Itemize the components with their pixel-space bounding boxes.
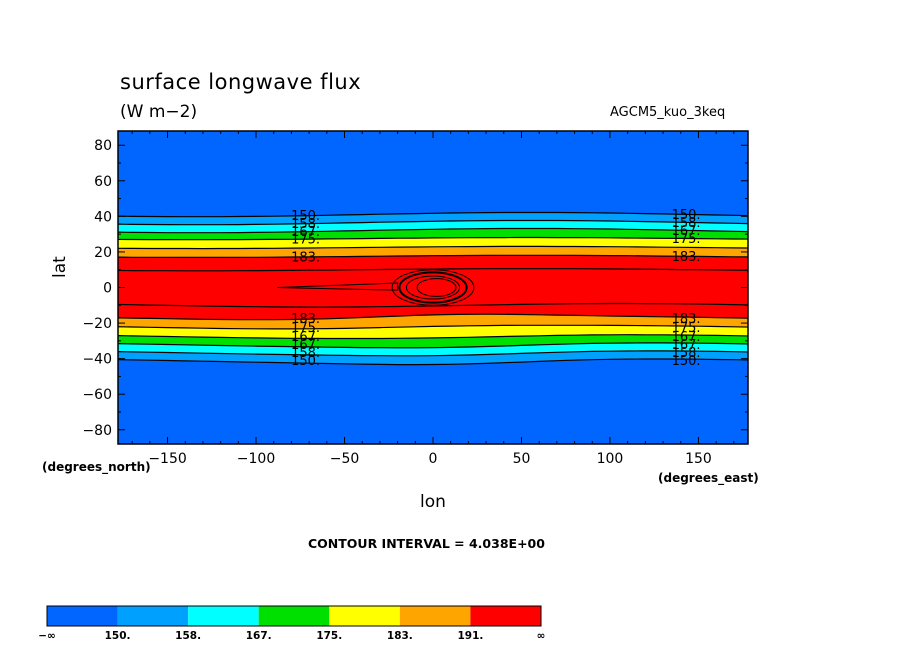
colorbar-swatch <box>188 606 259 626</box>
contour-max-inner-2 <box>416 278 457 297</box>
colorbar-label: 183. <box>387 630 413 642</box>
contour-line-south <box>118 358 748 366</box>
colorbar-frame <box>46 605 542 627</box>
x-tick-label: 100 <box>597 451 624 467</box>
contour-label-south: 167. <box>291 338 320 353</box>
y-axis-label: lat <box>50 256 70 278</box>
colorbar-label: −∞ <box>38 630 56 642</box>
y-tick-label: −40 <box>82 352 112 368</box>
contour-line-north <box>118 268 748 272</box>
contour-label-north: 183. <box>672 250 701 265</box>
colorbar-label: 158. <box>175 630 201 642</box>
colorbar-label: 150. <box>105 630 131 642</box>
contour-label-south: 167. <box>672 330 701 345</box>
contour-label-south: 167. <box>291 330 320 345</box>
contour-max-outer <box>391 269 475 306</box>
contour-label-north: 150. <box>291 209 320 224</box>
y-units-label: (degrees_north) <box>42 460 151 474</box>
contour-line-south <box>118 334 748 340</box>
colorbar-swatch <box>470 606 541 626</box>
contour-label-south: 175. <box>672 321 701 336</box>
colorbar-label: ∞ <box>537 630 546 642</box>
contour-line-south <box>118 302 748 308</box>
contour-label-south: 183. <box>672 312 701 327</box>
y-tick-label: 20 <box>94 245 112 261</box>
contour-max-red <box>398 271 468 304</box>
contour-line-north <box>118 219 748 226</box>
y-tick-label: −60 <box>82 387 112 403</box>
units-label: (W m−2) <box>120 102 198 122</box>
contour-max-inner-1 <box>405 275 461 300</box>
contour-label-north: 167. <box>291 225 320 240</box>
x-tick-label: 0 <box>429 451 438 467</box>
contour-interval: CONTOUR INTERVAL = 4.038E+00 <box>308 536 545 551</box>
contour-label-south: 158. <box>291 346 320 361</box>
colorbar-label: 191. <box>457 630 483 642</box>
y-tick-label: 0 <box>103 281 112 297</box>
y-tick-label: 40 <box>94 209 112 225</box>
contour-label-south: 167. <box>672 338 701 353</box>
y-tick-label: 80 <box>94 138 112 154</box>
x-units-label: (degrees_east) <box>658 471 759 485</box>
colorbar-swatch <box>47 606 118 626</box>
dataset-label: AGCM5_kuo_3keq <box>610 105 726 120</box>
chart-title: surface longwave flux <box>120 70 362 94</box>
y-tick-label: 60 <box>94 174 112 190</box>
colorbar-swatch <box>329 606 400 626</box>
x-tick-label: −150 <box>148 451 186 467</box>
contour-label-south: 158. <box>672 346 701 361</box>
contour-line-north <box>118 254 748 258</box>
contour-line-north <box>118 227 748 234</box>
contour-label-north: 150. <box>672 208 701 223</box>
colorbar-swatch <box>399 606 471 626</box>
x-tick-label: −50 <box>330 451 360 467</box>
contour-line-south <box>118 342 748 349</box>
colorbar-swatch <box>117 606 189 626</box>
contour-line-north <box>118 211 748 218</box>
colorbar-swatch <box>258 606 330 626</box>
contour-tongue <box>277 282 399 291</box>
contour-label-south: 150. <box>672 354 701 369</box>
y-tick-label: −20 <box>82 316 112 332</box>
contour-label-north: 175. <box>291 233 320 248</box>
contour-line-south <box>118 324 748 330</box>
contour-label-north: 158. <box>672 216 701 231</box>
contour-label-south: 183. <box>291 312 320 327</box>
y-tick-label: −80 <box>82 423 112 439</box>
contour-line-north <box>118 236 748 241</box>
contour-field: 150.158.167.175.183.183.175.167.167.158.… <box>118 131 748 444</box>
contour-label-south: 175. <box>291 321 320 336</box>
x-axis-label: lon <box>420 492 446 512</box>
x-tick-label: 50 <box>513 451 531 467</box>
contour-label-north: 167. <box>672 224 701 239</box>
contour-label-north: 175. <box>672 232 701 247</box>
x-tick-label: 150 <box>685 451 712 467</box>
colorbar-label: 167. <box>246 630 272 642</box>
contour-line-north <box>118 245 748 250</box>
x-tick-label: −100 <box>237 451 275 467</box>
contour-line-south <box>118 313 748 321</box>
colorbar-label: 175. <box>316 630 342 642</box>
contour-label-south: 150. <box>291 354 320 369</box>
contour-label-north: 158. <box>291 217 320 232</box>
contour-label-north: 183. <box>291 250 320 265</box>
contour-line-south <box>118 350 748 357</box>
